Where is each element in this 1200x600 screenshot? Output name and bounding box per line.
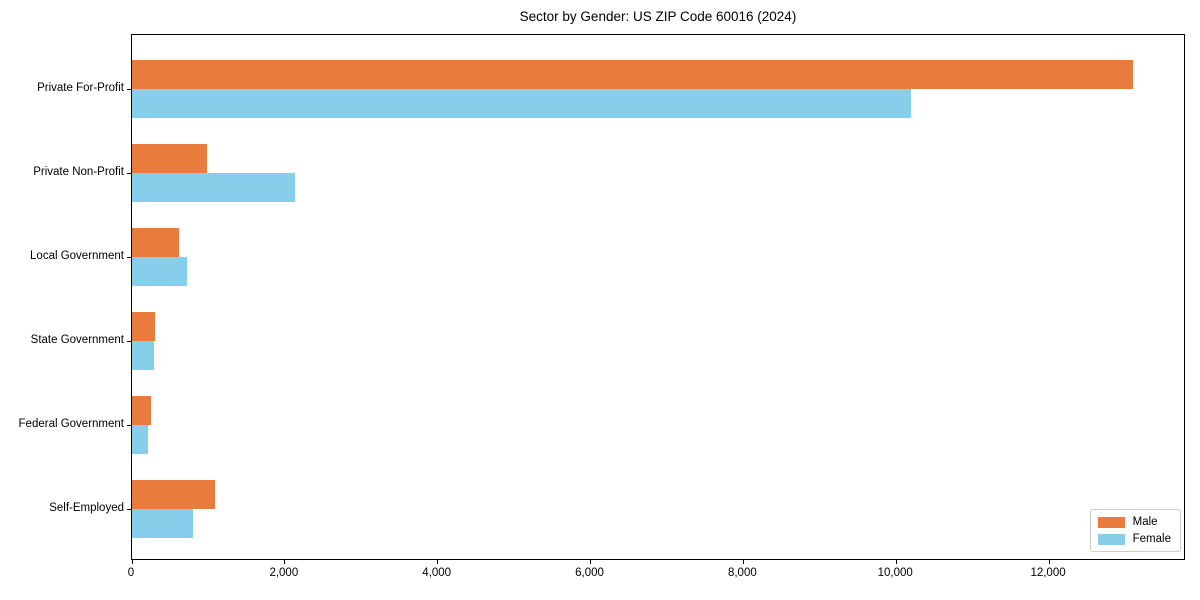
y-tick-label: Federal Government [18,417,124,430]
x-axis-tick [284,560,286,564]
y-tick-label: Local Government [30,249,124,262]
legend-swatch-female [1097,533,1125,545]
bar-female-5 [132,509,193,538]
x-tick-label: 0 [127,567,135,579]
x-tick-label: 2,000 [269,567,299,579]
x-tick-label: 12,000 [1030,567,1066,579]
y-tick-label: State Government [30,333,124,346]
x-axis-tick [895,560,897,564]
x-axis-tick [437,560,439,564]
bar-female-4 [132,425,148,454]
legend-label: Male [1132,516,1158,528]
bar-male-0 [132,60,1133,89]
bar-male-4 [132,396,151,425]
legend-row-male: Male [1097,516,1171,528]
x-axis-tick [742,560,744,564]
x-axis-tick [590,560,592,564]
y-axis-tick [127,172,131,174]
chart-title: Sector by Gender: US ZIP Code 60016 (202… [519,9,797,24]
bar-male-2 [132,228,179,257]
y-axis-tick [127,256,131,258]
plot-area: Male Female [127,34,1185,564]
y-tick-label: Private For-Profit [37,81,124,94]
y-tick-label: Self-Employed [49,501,124,514]
bar-female-2 [132,257,187,286]
x-tick-label: 8,000 [727,567,757,579]
bar-male-1 [132,144,207,173]
bar-male-3 [132,312,155,341]
y-axis-tick [127,88,131,90]
legend: Male Female [1089,509,1181,552]
bar-female-1 [132,173,295,202]
legend-row-female: Female [1097,533,1171,545]
x-axis-tick [132,560,133,564]
legend-label: Female [1132,533,1171,545]
legend-swatch-male [1097,516,1125,528]
bar-male-5 [132,480,215,509]
bar-female-0 [132,89,911,118]
y-axis-tick [127,340,131,342]
x-tick-label: 10,000 [877,567,913,579]
y-axis-tick [127,508,131,510]
y-axis-tick [127,424,131,426]
y-tick-label: Private Non-Profit [33,165,124,178]
bar-female-3 [132,341,154,370]
x-tick-label: 6,000 [575,567,604,579]
x-axis-tick [1048,560,1050,564]
x-tick-label: 4,000 [422,567,452,579]
